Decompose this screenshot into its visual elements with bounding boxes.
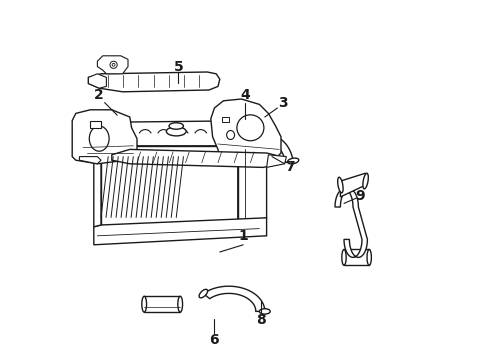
Ellipse shape — [367, 249, 371, 265]
Ellipse shape — [199, 289, 208, 298]
Text: 6: 6 — [210, 333, 219, 347]
Polygon shape — [90, 121, 101, 128]
Polygon shape — [341, 173, 366, 197]
Ellipse shape — [166, 127, 186, 136]
Ellipse shape — [237, 115, 264, 141]
Polygon shape — [88, 74, 106, 88]
Polygon shape — [221, 117, 229, 122]
Ellipse shape — [112, 63, 115, 66]
Ellipse shape — [363, 173, 368, 189]
Polygon shape — [94, 146, 101, 227]
Ellipse shape — [169, 123, 183, 129]
Polygon shape — [94, 121, 267, 146]
Text: 5: 5 — [173, 60, 183, 73]
Polygon shape — [344, 249, 369, 265]
Ellipse shape — [288, 158, 299, 164]
Polygon shape — [238, 146, 267, 225]
Text: 9: 9 — [355, 189, 365, 203]
Polygon shape — [144, 296, 180, 312]
Text: 8: 8 — [256, 314, 266, 327]
Text: 1: 1 — [238, 229, 248, 243]
Ellipse shape — [342, 249, 346, 265]
Ellipse shape — [142, 296, 147, 312]
Ellipse shape — [259, 309, 270, 314]
Text: 7: 7 — [285, 161, 295, 174]
Ellipse shape — [110, 61, 117, 68]
Polygon shape — [271, 135, 293, 162]
Ellipse shape — [338, 177, 343, 193]
Ellipse shape — [178, 296, 183, 312]
Ellipse shape — [270, 130, 275, 141]
Polygon shape — [203, 286, 265, 311]
Polygon shape — [88, 72, 220, 92]
Polygon shape — [112, 149, 281, 167]
Polygon shape — [98, 56, 128, 74]
Text: 2: 2 — [95, 89, 104, 102]
Text: 3: 3 — [278, 96, 288, 109]
Polygon shape — [94, 218, 267, 245]
Polygon shape — [211, 99, 281, 160]
Polygon shape — [79, 157, 101, 164]
Ellipse shape — [89, 126, 109, 151]
Polygon shape — [72, 110, 137, 164]
Text: 4: 4 — [240, 89, 250, 102]
Polygon shape — [267, 155, 286, 167]
Ellipse shape — [227, 130, 235, 139]
Polygon shape — [335, 189, 368, 257]
